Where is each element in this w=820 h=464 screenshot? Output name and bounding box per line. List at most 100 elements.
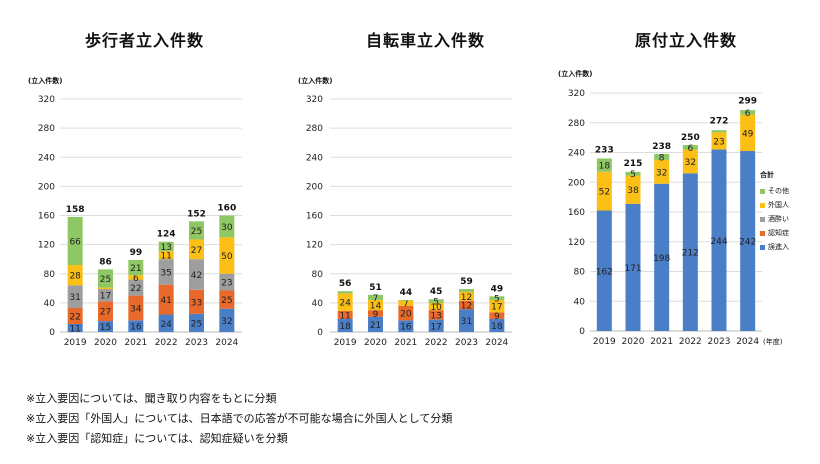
data-label-foreigner: 14 — [370, 302, 382, 312]
bar-misentry — [189, 313, 204, 332]
y-tick-label: 200 — [38, 182, 55, 192]
total-label: 49 — [491, 284, 504, 294]
total-label: 250 — [681, 133, 700, 143]
legend-swatch — [760, 216, 765, 222]
data-label-dementia: 27 — [100, 308, 111, 318]
data-label-drunk: 42 — [191, 271, 202, 281]
legend-label: その他 — [768, 187, 789, 195]
bar-dementia — [158, 284, 174, 315]
y-tick-label: 280 — [38, 124, 55, 134]
data-label-other: 5 — [630, 170, 636, 180]
y-tick-label: 200 — [306, 182, 323, 192]
x-tick-label: 2022 — [155, 338, 178, 348]
bar-dementia — [67, 307, 83, 324]
bar-misentry — [98, 321, 113, 332]
bar-misentry — [428, 319, 444, 332]
bar-other — [128, 259, 144, 276]
x-tick-label: 2021 — [124, 338, 147, 348]
bar-foreigner — [337, 293, 353, 311]
y-tick-label: 40 — [312, 299, 324, 309]
chart-legend: 合計 その他 外国人 酒酔い 認知症 誤進入 — [760, 170, 789, 254]
bar-misentry — [219, 308, 235, 332]
x-tick-label: 2020 — [364, 338, 387, 348]
legend-label: 認知症 — [768, 229, 789, 237]
total-label: 152 — [187, 209, 206, 219]
bar-misentry — [368, 316, 383, 332]
bar-foreigner — [128, 275, 144, 280]
total-label: 44 — [400, 288, 413, 298]
data-label-foreigner: 6 — [133, 274, 139, 284]
data-label-misentry: 17 — [430, 322, 441, 332]
data-label-other: 5 — [433, 298, 439, 308]
bar-foreigner — [398, 300, 414, 306]
bar-dementia — [337, 310, 353, 319]
bar-misentry — [625, 203, 641, 331]
bar-foreigner — [67, 265, 83, 286]
legend-item: 誤進入 — [760, 240, 789, 254]
data-label-misentry: 171 — [624, 264, 641, 274]
data-label-other: 13 — [160, 243, 171, 253]
x-tick-label: 2020 — [622, 337, 645, 347]
x-tick-label: 2021 — [394, 338, 417, 348]
x-tick-label: 2022 — [425, 338, 448, 348]
total-label: 233 — [595, 146, 614, 156]
y-tick-label: 200 — [568, 178, 585, 188]
data-label-drunk: 17 — [100, 292, 111, 302]
y-tick-label: 320 — [568, 89, 585, 99]
y-tick-label: 0 — [49, 328, 55, 338]
x-tick-label: 2019 — [593, 337, 616, 347]
data-label-misentry: 32 — [221, 317, 232, 327]
bar-misentry — [489, 318, 505, 332]
bar-foreigner — [596, 171, 612, 211]
bar-foreigner — [428, 302, 444, 311]
bar-misentry — [128, 320, 144, 332]
bar-other — [98, 269, 113, 288]
data-label-misentry: 162 — [596, 267, 613, 277]
bar-dementia — [368, 310, 383, 317]
y-tick-label: 120 — [568, 238, 585, 248]
bar-other — [158, 241, 174, 252]
bar-misentry — [337, 318, 353, 332]
bar-dementia — [98, 301, 113, 322]
bar-misentry — [711, 149, 727, 331]
data-label-misentry: 18 — [491, 322, 503, 332]
bar-other — [428, 299, 444, 303]
y-tick-label: 120 — [306, 241, 323, 251]
data-label-other: 30 — [221, 223, 233, 233]
bar-misentry — [398, 320, 414, 332]
data-label-foreigner: 12 — [461, 293, 472, 303]
bar-drunk — [98, 289, 113, 302]
total-label: 59 — [460, 277, 473, 287]
legend-item: 酒酔い — [760, 212, 789, 226]
bar-misentry — [596, 210, 612, 331]
data-label-dementia: 41 — [160, 296, 171, 306]
y-unit-label-bicycle: (立入件数) — [298, 77, 333, 85]
x-tick-label: 2019 — [334, 338, 357, 348]
bar-foreigner — [682, 149, 698, 174]
y-tick-label: 280 — [568, 119, 585, 129]
data-label-foreigner: 10 — [430, 303, 442, 313]
legend-swatch — [760, 202, 765, 208]
data-label-dementia: 9 — [373, 310, 379, 320]
footnote-3: ※立入要因「認知症」については、認知症疑いを分類 — [26, 432, 288, 445]
total-label: 56 — [339, 279, 352, 289]
data-label-misentry: 18 — [339, 322, 351, 332]
y-tick-label: 40 — [44, 299, 56, 309]
legend-title: 合計 — [760, 171, 774, 179]
legend-item: 外国人 — [760, 198, 789, 212]
bar-other — [459, 289, 474, 292]
total-label: 51 — [369, 283, 382, 293]
data-label-misentry: 16 — [130, 323, 142, 333]
bar-dementia — [459, 300, 474, 310]
legend-label: 外国人 — [768, 201, 789, 209]
data-label-foreigner: 24 — [339, 299, 351, 309]
legend-item: 認知症 — [760, 226, 789, 240]
bar-dementia — [428, 310, 444, 320]
data-label-misentry: 244 — [710, 237, 727, 247]
total-label: 124 — [157, 230, 176, 240]
data-label-drunk: 31 — [69, 293, 80, 303]
bar-foreigner — [625, 175, 641, 204]
data-label-misentry: 11 — [69, 324, 80, 334]
